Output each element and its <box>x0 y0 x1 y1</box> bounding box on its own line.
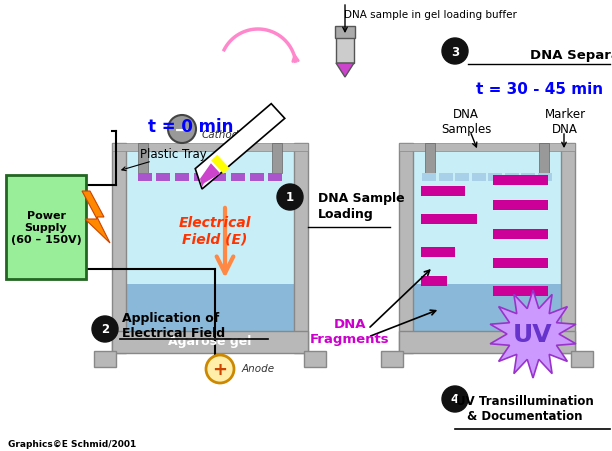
Text: DNA
Samples: DNA Samples <box>441 108 491 136</box>
Text: Application of
Electrical Field: Application of Electrical Field <box>122 311 225 339</box>
Bar <box>193 174 207 182</box>
Bar <box>421 276 447 286</box>
Bar <box>493 175 548 185</box>
Circle shape <box>442 39 468 65</box>
Text: t = 30 - 45 min: t = 30 - 45 min <box>476 82 603 97</box>
Bar <box>539 144 549 174</box>
Circle shape <box>92 316 118 342</box>
Text: UV: UV <box>513 322 553 346</box>
Bar <box>272 144 282 174</box>
Text: +: + <box>212 360 228 378</box>
Text: Power
Supply
(60 – 150V): Power Supply (60 – 150V) <box>10 211 81 244</box>
Circle shape <box>277 184 303 211</box>
Text: UV Transillumination
& Documentation: UV Transillumination & Documentation <box>456 394 594 422</box>
Bar <box>268 174 282 182</box>
Text: Graphics©E Schmid/2001: Graphics©E Schmid/2001 <box>8 439 136 448</box>
Bar <box>294 144 308 353</box>
Bar <box>126 152 294 331</box>
Text: Marker
DNA: Marker DNA <box>545 108 586 136</box>
Bar <box>335 27 355 39</box>
Bar <box>421 186 465 196</box>
FancyBboxPatch shape <box>6 175 86 279</box>
Text: Anode: Anode <box>242 363 275 373</box>
Bar <box>421 247 455 257</box>
Bar <box>231 174 245 182</box>
Bar <box>571 351 593 367</box>
Text: DNA sample in gel loading buffer: DNA sample in gel loading buffer <box>343 10 517 20</box>
Text: Plastic Tray: Plastic Tray <box>140 147 207 161</box>
Bar <box>413 152 561 331</box>
Bar <box>488 174 502 182</box>
Bar <box>505 174 518 182</box>
Bar <box>94 351 116 367</box>
Bar <box>561 144 575 353</box>
Text: DNA
Fragments: DNA Fragments <box>310 318 390 345</box>
Circle shape <box>206 355 234 383</box>
Bar <box>112 144 308 152</box>
Bar <box>399 144 413 353</box>
Bar <box>455 174 469 182</box>
Bar <box>472 174 486 182</box>
Bar <box>399 144 575 152</box>
Bar <box>521 174 535 182</box>
Bar <box>537 174 551 182</box>
Text: Electrical
Field (E): Electrical Field (E) <box>179 216 252 246</box>
Bar <box>336 38 354 64</box>
Polygon shape <box>195 105 285 189</box>
Text: −: − <box>174 120 190 139</box>
Text: 2: 2 <box>101 323 109 336</box>
Polygon shape <box>490 290 576 378</box>
Text: 3: 3 <box>451 46 459 58</box>
Bar <box>493 201 548 211</box>
Bar <box>422 174 436 182</box>
Bar <box>112 331 308 353</box>
Polygon shape <box>82 192 110 244</box>
Text: DNA Separation: DNA Separation <box>530 48 612 61</box>
Text: Cathode: Cathode <box>202 130 246 140</box>
Text: 1: 1 <box>286 191 294 204</box>
Bar <box>175 174 189 182</box>
Circle shape <box>442 386 468 412</box>
Bar <box>156 174 170 182</box>
Bar <box>304 351 326 367</box>
Bar <box>138 174 152 182</box>
Polygon shape <box>211 156 230 174</box>
Bar <box>413 285 561 331</box>
Bar <box>425 144 435 174</box>
Bar <box>439 174 453 182</box>
Text: 4: 4 <box>451 393 459 405</box>
Text: DNA Sample
Loading: DNA Sample Loading <box>318 192 405 221</box>
Bar <box>112 144 126 353</box>
Bar <box>399 331 575 353</box>
Bar <box>493 258 548 268</box>
Text: Agarose gel: Agarose gel <box>168 335 252 348</box>
Polygon shape <box>336 64 354 78</box>
Bar <box>138 144 148 174</box>
Bar <box>493 229 548 239</box>
Bar <box>421 215 477 225</box>
Polygon shape <box>200 164 220 188</box>
Bar <box>126 285 294 331</box>
Bar <box>493 287 548 297</box>
Bar <box>381 351 403 367</box>
Bar <box>212 174 226 182</box>
Circle shape <box>168 116 196 144</box>
Text: t = 0 min: t = 0 min <box>148 118 233 136</box>
Bar <box>250 174 264 182</box>
